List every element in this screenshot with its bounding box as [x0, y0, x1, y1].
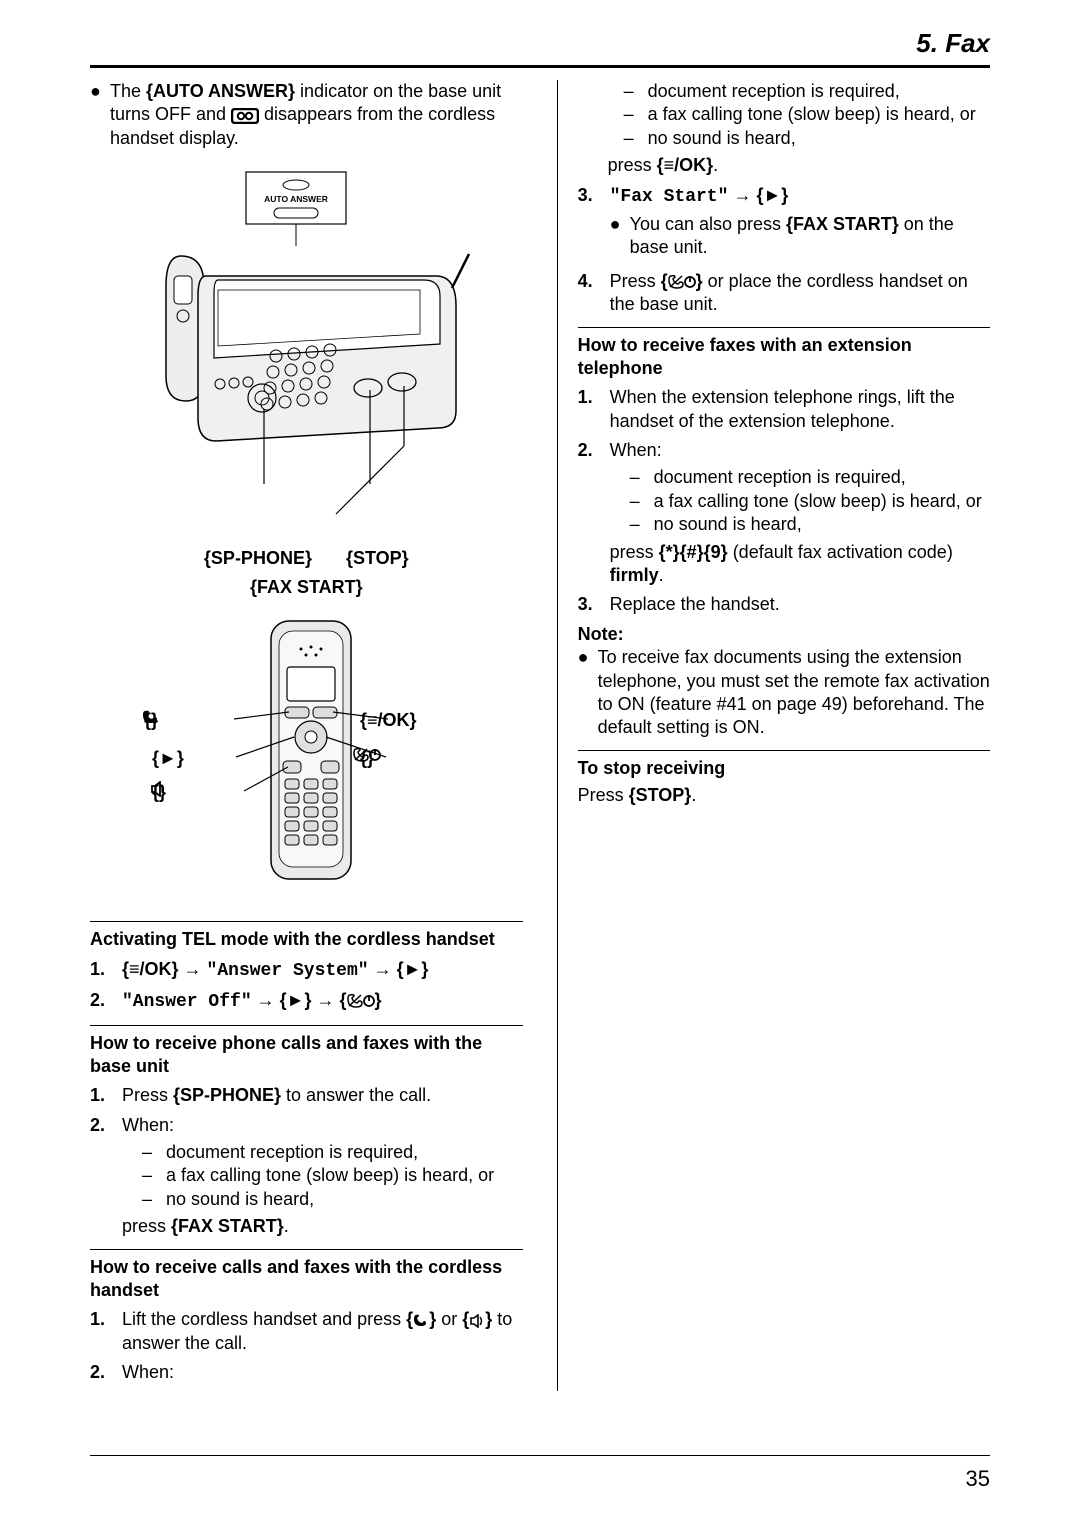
- keys-star-hash-9: {*}{#}{9}: [659, 542, 728, 562]
- chapter-heading: 5. Fax: [90, 28, 990, 65]
- text: press: [610, 542, 659, 562]
- note-label: Note:: [578, 623, 990, 646]
- text: The: [110, 81, 146, 101]
- text: When:: [122, 1115, 174, 1135]
- handset-right-icon: {►}: [152, 747, 184, 770]
- text: or: [436, 1309, 462, 1329]
- key-right: {►}: [756, 185, 788, 205]
- text: Replace the handset.: [610, 593, 990, 616]
- svg-text:AUTO ANSWER: AUTO ANSWER: [264, 194, 328, 204]
- text: When:: [122, 1361, 523, 1384]
- handset-sp-icon: {}: [152, 781, 166, 804]
- key-auto-answer: {AUTO ANSWER}: [146, 81, 295, 101]
- text: You can also press: [630, 214, 786, 234]
- key-fax-start: {FAX START}: [171, 1216, 284, 1236]
- text: Lift the cordless handset and press: [122, 1309, 406, 1329]
- text: a fax calling tone (slow beep) is heard,…: [648, 103, 976, 126]
- key-sp-icon: {}: [462, 1309, 492, 1329]
- text: no sound is heard,: [654, 513, 802, 536]
- label-fax-start: {FAX START}: [90, 576, 523, 599]
- section-title: To stop receiving: [578, 757, 990, 780]
- key-stop: {STOP}: [629, 785, 692, 805]
- display-text: "Fax Start": [610, 187, 729, 207]
- label-sp-phone: {SP-PHONE}: [204, 547, 312, 570]
- text: (default fax activation code): [728, 542, 953, 562]
- key-fax-start: {FAX START}: [786, 214, 899, 234]
- key-right: {►}: [280, 990, 312, 1010]
- text-firmly: firmly: [610, 565, 659, 585]
- figure-base-unit: AUTO ANSWER: [90, 164, 523, 599]
- right-column: –document reception is required, –a fax …: [557, 80, 990, 1391]
- text: When:: [610, 440, 662, 460]
- key-menuok: {≡/OK}: [657, 155, 714, 175]
- text: When the extension telephone rings, lift…: [610, 386, 990, 433]
- key-off-icon: {}: [661, 271, 703, 291]
- section-title: How to receive faxes with an extension t…: [578, 334, 990, 381]
- tam-icon: [231, 108, 259, 124]
- text: press: [122, 1216, 171, 1236]
- note-text: To receive fax documents using the exten…: [598, 646, 990, 740]
- text: Press: [578, 785, 629, 805]
- text: to answer the call.: [281, 1085, 431, 1105]
- section-title: How to receive calls and faxes with the …: [90, 1256, 523, 1303]
- text: document reception is required,: [648, 80, 900, 103]
- handset-menuok-label: {≡/OK}: [360, 709, 417, 732]
- text: press: [608, 155, 657, 175]
- text: document reception is required,: [654, 466, 906, 489]
- text: document reception is required,: [166, 1141, 418, 1164]
- text: no sound is heard,: [166, 1188, 314, 1211]
- section-title: How to receive phone calls and faxes wit…: [90, 1032, 523, 1079]
- key-off: {}: [340, 990, 382, 1010]
- display-text: "Answer System": [207, 961, 369, 981]
- key-menuok: {≡/OK}: [122, 959, 179, 979]
- label-stop: {STOP}: [346, 547, 409, 570]
- key-right: {►}: [397, 959, 429, 979]
- section-title: Activating TEL mode with the cordless ha…: [90, 928, 523, 951]
- display-text: "Answer Off": [122, 992, 252, 1012]
- key-talk-icon: {}: [406, 1309, 436, 1329]
- footer-rule: [90, 1455, 990, 1456]
- page-number: 35: [966, 1466, 990, 1492]
- handset-talk-icon: {}: [144, 709, 158, 732]
- key-sp-phone: {SP-PHONE}: [173, 1085, 281, 1105]
- bullet-auto-answer: ● The {AUTO ANSWER} indicator on the bas…: [90, 80, 523, 150]
- text: a fax calling tone (slow beep) is heard,…: [654, 490, 982, 513]
- text: Press: [122, 1085, 173, 1105]
- figure-cordless-handset: {} {►} {} {≡/OK} {}: [90, 615, 523, 905]
- text: no sound is heard,: [648, 127, 796, 150]
- text: a fax calling tone (slow beep) is heard,…: [166, 1164, 494, 1187]
- text: Press: [610, 271, 661, 291]
- header-rule: [90, 65, 990, 68]
- handset-off-icon: {}: [360, 747, 374, 770]
- left-column: ● The {AUTO ANSWER} indicator on the bas…: [90, 80, 523, 1391]
